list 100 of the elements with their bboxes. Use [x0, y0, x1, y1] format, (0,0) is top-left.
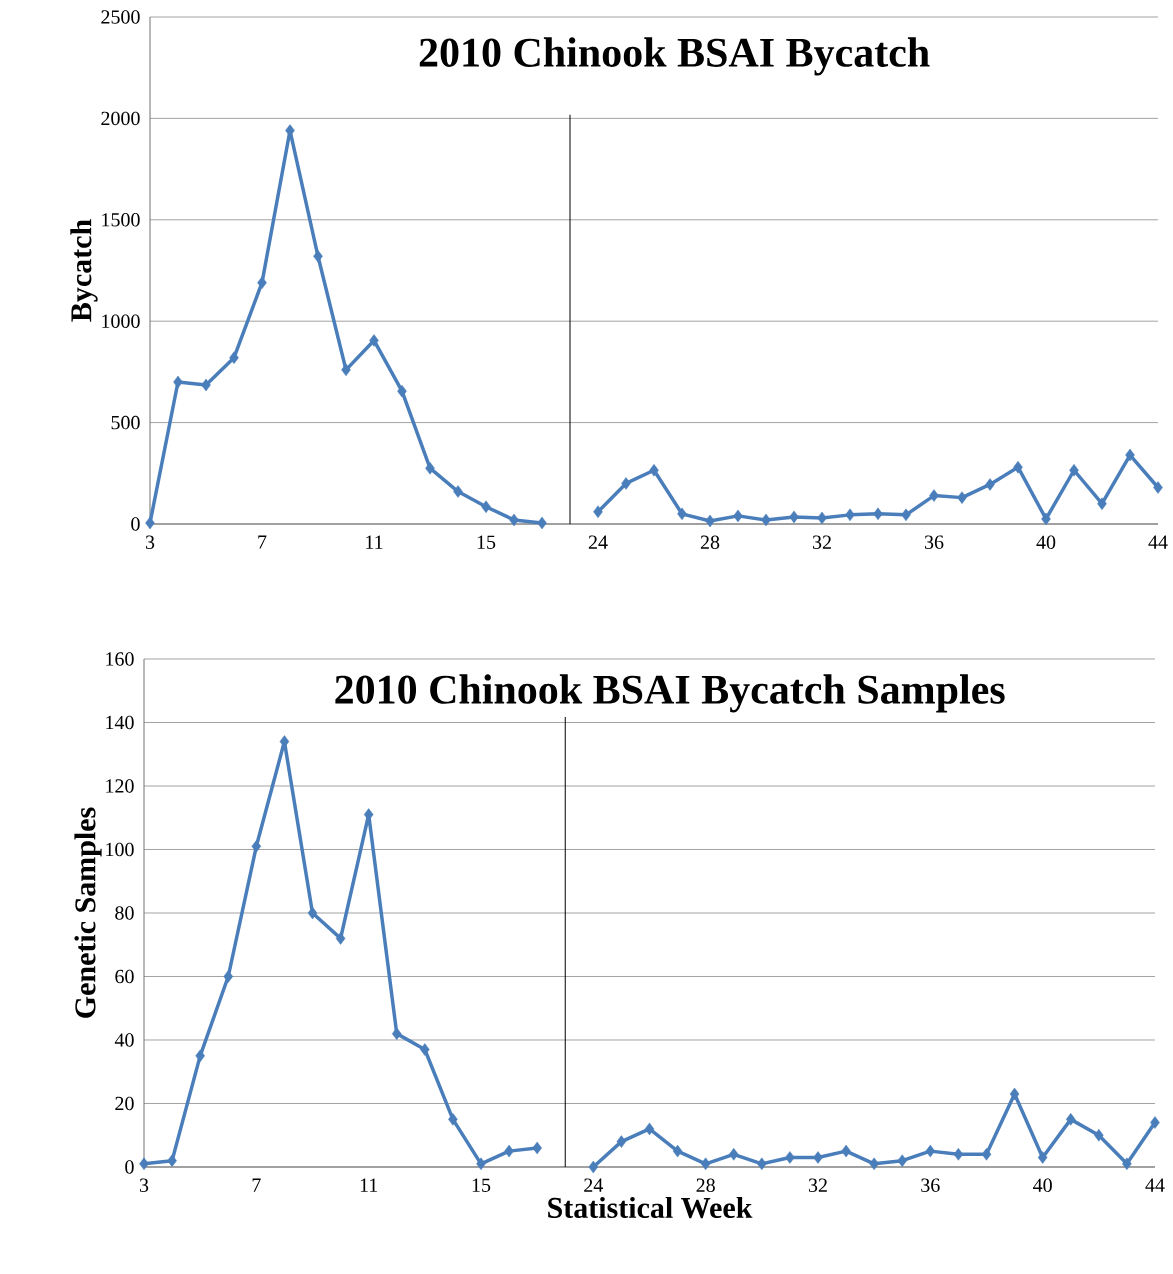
y-tick-label: 80 — [115, 906, 134, 920]
point — [929, 489, 939, 502]
point — [672, 1144, 683, 1158]
point — [616, 1135, 627, 1148]
point — [397, 384, 407, 398]
point — [785, 1151, 795, 1164]
point — [167, 1154, 177, 1167]
point — [644, 1122, 655, 1136]
point — [504, 1144, 514, 1158]
point — [335, 932, 346, 945]
y-tick-label: 20 — [115, 1096, 134, 1111]
y-tick-label: 2000 — [101, 111, 140, 126]
point — [307, 906, 318, 920]
point — [1150, 1116, 1160, 1129]
y-tick-label: 40 — [114, 1033, 134, 1047]
point — [621, 477, 631, 490]
point — [845, 508, 855, 522]
point — [1013, 460, 1023, 474]
point — [532, 1141, 542, 1155]
point — [925, 1144, 936, 1158]
point — [369, 334, 379, 347]
point — [700, 1157, 711, 1171]
point — [425, 461, 435, 475]
point — [537, 516, 547, 530]
x-tick-label: 40 — [1033, 1178, 1052, 1193]
point — [145, 516, 155, 530]
point — [420, 1043, 430, 1056]
point — [251, 840, 262, 853]
point — [1069, 464, 1079, 477]
point — [789, 510, 799, 524]
point — [448, 1113, 458, 1126]
x-tick-label: 32 — [808, 1178, 827, 1192]
x-tick-label: 7 — [252, 1178, 261, 1192]
point — [223, 970, 233, 983]
point — [873, 507, 883, 521]
y-tick-label: 1500 — [102, 213, 140, 227]
point — [1065, 1113, 1076, 1126]
point — [453, 485, 463, 498]
y-tick-label: 100 — [106, 842, 134, 857]
chart-title: 2010 Chinook BSAI Bycatch — [419, 37, 930, 76]
y-axis-title: Genetic Samples — [74, 807, 102, 1018]
x-tick-label: 24 — [588, 535, 608, 549]
x-tick-label: 3 — [145, 535, 155, 549]
point — [173, 375, 183, 389]
x-tick-label: 36 — [921, 1178, 940, 1192]
y-tick-label: 0 — [125, 1160, 134, 1174]
point — [1094, 1129, 1104, 1142]
point — [476, 1157, 486, 1171]
x-tick-label: 36 — [924, 535, 944, 549]
x-tick-label: 44 — [1145, 1178, 1165, 1192]
x-tick-label: 11 — [360, 1178, 378, 1192]
point — [869, 1157, 879, 1171]
point — [705, 514, 715, 528]
point — [391, 1027, 402, 1040]
point — [728, 1148, 739, 1161]
point — [1125, 448, 1135, 462]
y-tick-label: 160 — [106, 652, 134, 666]
point — [1037, 1151, 1048, 1164]
y-tick-label: 140 — [106, 715, 134, 730]
point — [985, 478, 995, 491]
y-tick-label: 2500 — [101, 10, 140, 24]
x-tick-label: 40 — [1036, 535, 1056, 550]
x-axis-title: Statistical Week — [548, 1196, 753, 1219]
point — [901, 508, 911, 522]
point — [1097, 497, 1107, 510]
y-tick-label: 60 — [115, 969, 134, 984]
point — [1122, 1157, 1132, 1171]
point — [757, 1157, 767, 1171]
point — [981, 1148, 992, 1161]
point — [1041, 512, 1051, 526]
point — [1153, 481, 1163, 494]
x-tick-label: 28 — [696, 1178, 715, 1193]
x-tick-label: 7 — [258, 535, 267, 549]
point — [733, 509, 743, 523]
point — [139, 1157, 149, 1171]
y-tick-label: 1000 — [102, 314, 140, 328]
point — [957, 491, 967, 504]
point — [195, 1049, 205, 1063]
point — [649, 464, 659, 477]
x-tick-label: 44 — [1148, 535, 1168, 549]
point — [509, 513, 519, 527]
y-tick-label: 120 — [106, 779, 134, 793]
point — [229, 351, 239, 364]
point — [897, 1154, 907, 1167]
x-tick-label: 15 — [472, 1178, 491, 1192]
point — [841, 1144, 851, 1158]
x-tick-label: 32 — [812, 535, 831, 549]
y-tick-label: 0 — [131, 517, 140, 531]
point — [1009, 1087, 1020, 1101]
point — [677, 507, 687, 521]
x-tick-label: 28 — [700, 535, 720, 550]
x-tick-label: 24 — [584, 1178, 604, 1192]
point — [588, 1160, 599, 1174]
point — [593, 505, 603, 519]
point — [817, 511, 827, 525]
point — [341, 363, 351, 377]
y-tick-label: 500 — [111, 415, 140, 430]
x-tick-label: 11 — [366, 535, 383, 549]
x-tick-label: 15 — [477, 535, 496, 549]
chart-title: 2010 Chinook BSAI Bycatch Samples — [335, 674, 1005, 713]
